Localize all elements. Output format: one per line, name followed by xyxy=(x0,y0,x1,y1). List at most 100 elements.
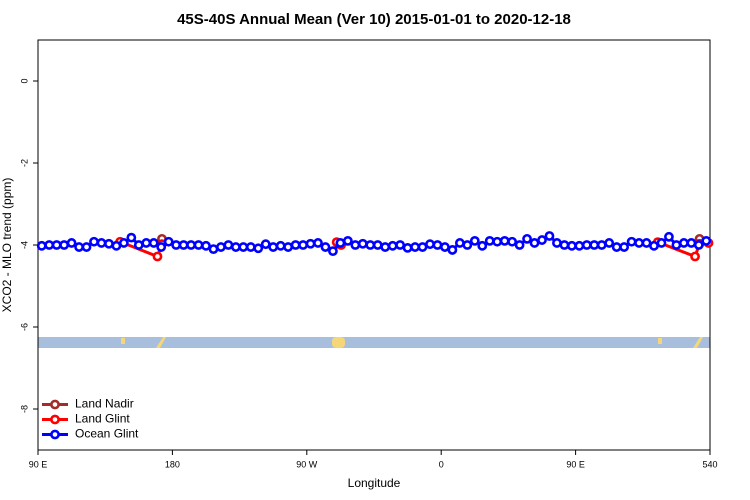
data-point xyxy=(245,242,256,252)
data-point xyxy=(537,235,547,245)
data-point xyxy=(589,240,600,250)
data-point xyxy=(507,236,518,247)
data-point xyxy=(544,231,555,241)
data-point xyxy=(126,232,137,243)
data-point xyxy=(574,240,585,251)
data-point xyxy=(118,238,129,248)
data-point xyxy=(552,238,562,248)
data-point xyxy=(305,238,316,249)
data-point xyxy=(656,238,667,248)
legend-marker xyxy=(50,414,60,425)
data-point xyxy=(664,231,674,242)
data-point xyxy=(342,235,353,246)
x-tick-label: 0 xyxy=(439,459,444,469)
surface-mask-strip xyxy=(38,337,710,348)
data-point xyxy=(417,242,428,252)
x-tick-label: 90 E xyxy=(566,459,585,469)
data-point xyxy=(701,235,712,246)
data-point xyxy=(104,238,114,249)
x-tick-label: 540 xyxy=(702,459,717,469)
data-point xyxy=(649,240,659,251)
data-point xyxy=(559,240,570,250)
data-point xyxy=(216,242,226,252)
data-point xyxy=(372,240,383,250)
data-point xyxy=(171,240,182,250)
legend-marker xyxy=(50,429,60,440)
data-point xyxy=(380,242,391,252)
data-point xyxy=(230,242,241,252)
data-point xyxy=(201,240,211,251)
data-point xyxy=(111,240,122,251)
data-point xyxy=(253,243,264,254)
data-point xyxy=(469,235,480,246)
data-point xyxy=(462,240,473,250)
data-point xyxy=(298,240,308,250)
data-point xyxy=(44,240,55,250)
data-point xyxy=(634,238,644,248)
data-point xyxy=(693,240,704,250)
y-tick-label: -6 xyxy=(19,323,29,331)
data-point xyxy=(89,236,99,247)
x-tick-label: 90 W xyxy=(296,459,318,469)
data-point xyxy=(96,238,107,248)
data-point xyxy=(581,240,592,250)
data-point xyxy=(156,242,167,252)
data-point xyxy=(410,242,420,252)
data-point xyxy=(193,240,204,250)
data-point xyxy=(313,238,323,248)
data-point xyxy=(186,240,196,250)
data-point xyxy=(350,240,361,250)
data-point xyxy=(641,238,652,248)
data-point xyxy=(148,238,159,248)
data-point xyxy=(133,240,144,250)
legend-label: Land Nadir xyxy=(75,397,134,411)
data-point xyxy=(335,238,346,248)
chart-title: 45S-40S Annual Mean (Ver 10) 2015-01-01 … xyxy=(177,11,571,28)
legend-label: Ocean Glint xyxy=(75,427,139,441)
data-point xyxy=(51,240,62,250)
y-tick-label: -2 xyxy=(19,159,29,167)
data-point xyxy=(447,245,458,255)
data-point xyxy=(522,233,532,244)
data-point xyxy=(566,240,577,251)
data-point xyxy=(320,242,331,252)
data-point xyxy=(690,251,700,262)
y-tick-label: -4 xyxy=(19,241,29,249)
data-point xyxy=(74,242,84,252)
data-point xyxy=(141,238,152,248)
data-point xyxy=(432,240,443,250)
data-point xyxy=(611,242,622,252)
data-point xyxy=(178,240,189,250)
data-point xyxy=(492,236,503,247)
data-point xyxy=(514,240,525,250)
data-point xyxy=(454,238,465,248)
data-point xyxy=(387,240,398,251)
y-tick-label: 0 xyxy=(19,78,29,83)
data-point xyxy=(275,240,286,251)
data-point xyxy=(671,240,682,250)
data-point xyxy=(402,242,413,253)
data-point xyxy=(477,240,488,251)
data-point xyxy=(283,242,294,252)
data-point xyxy=(238,242,249,252)
x-tick-label: 90 E xyxy=(29,459,48,469)
data-point xyxy=(66,238,77,248)
data-point xyxy=(604,238,615,248)
data-point xyxy=(425,239,435,250)
data-point xyxy=(499,235,510,246)
x-tick-label: 180 xyxy=(165,459,180,469)
data-point xyxy=(328,246,338,257)
data-point xyxy=(260,239,271,250)
data-point xyxy=(59,240,70,250)
legend-label: Land Glint xyxy=(75,412,130,426)
data-point xyxy=(626,236,637,247)
data-point xyxy=(619,242,630,252)
data-point xyxy=(440,242,450,252)
data-point xyxy=(152,251,163,262)
y-tick-label: -8 xyxy=(19,405,29,413)
data-point xyxy=(678,238,689,248)
data-point xyxy=(395,240,406,250)
data-point xyxy=(223,240,234,250)
data-point xyxy=(596,240,607,250)
